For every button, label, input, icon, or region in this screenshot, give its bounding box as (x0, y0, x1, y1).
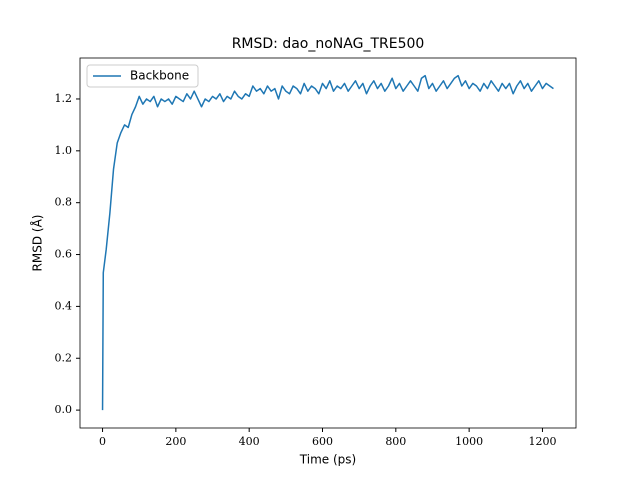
y-axis-label: RMSD (Å) (30, 215, 45, 272)
y-tick-label: 0.2 (55, 351, 73, 364)
x-tick-label: 1000 (455, 435, 483, 448)
x-tick-label: 800 (385, 435, 406, 448)
y-tick-label: 0.0 (55, 403, 73, 416)
y-tick-label: 0.8 (55, 196, 73, 209)
chart-title: RMSD: dao_noNAG_TRE500 (232, 36, 425, 52)
x-tick-label: 200 (165, 435, 186, 448)
x-tick-label: 600 (312, 435, 333, 448)
y-tick-label: 1.2 (55, 92, 73, 105)
data-line (101, 74, 554, 411)
y-tick-label: 0.6 (55, 248, 73, 261)
plot-frame (79, 57, 577, 429)
x-tick-label: 1200 (528, 435, 556, 448)
x-tick-label: 0 (99, 435, 106, 448)
x-tick-label: 400 (239, 435, 260, 448)
x-axis-label: Time (ps) (299, 453, 356, 467)
legend-box (86, 64, 199, 88)
y-tick-label: 0.4 (55, 299, 73, 312)
legend-label: Backbone (130, 69, 189, 83)
y-tick-label: 1.0 (55, 144, 73, 157)
